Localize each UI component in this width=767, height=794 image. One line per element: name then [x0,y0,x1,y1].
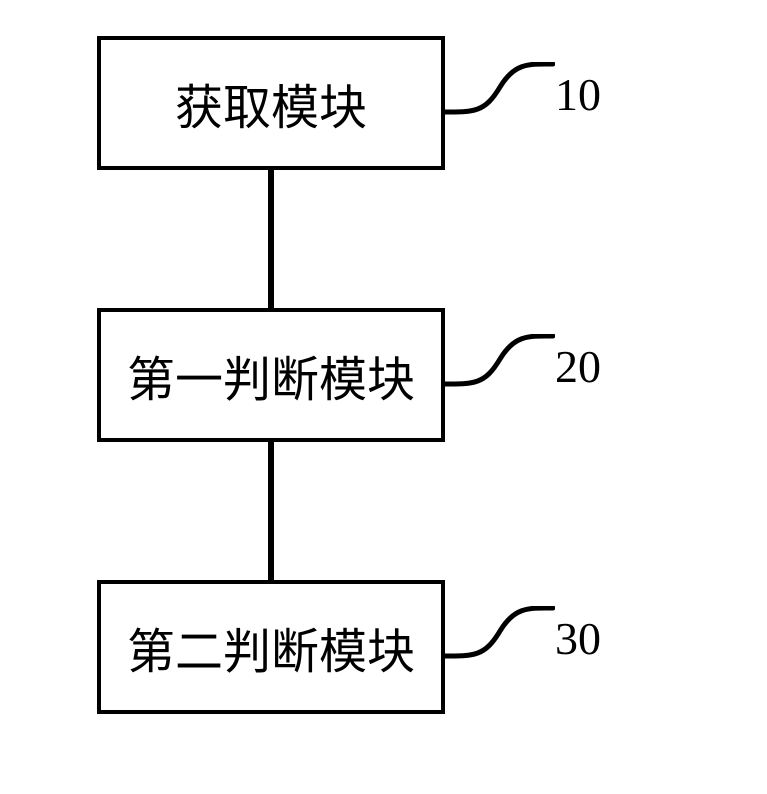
node-first-judge-module: 第一判断模块 [97,308,445,442]
diagram-canvas: 获取模块 10 第一判断模块 20 第二判断模块 30 [0,0,767,794]
callout-curve-icon [445,334,555,389]
node-label: 第二判断模块 [127,612,415,682]
callout-label-30: 30 [555,612,601,665]
callout-label-10: 10 [555,68,601,121]
edge-n1-n2 [268,170,274,308]
node-second-judge-module: 第二判断模块 [97,580,445,714]
edge-n2-n3 [268,442,274,580]
node-label: 第一判断模块 [127,340,415,410]
node-acquire-module: 获取模块 [97,36,445,170]
node-label: 获取模块 [175,68,367,138]
callout-curve-icon [445,606,555,661]
callout-label-20: 20 [555,340,601,393]
callout-curve-icon [445,62,555,117]
